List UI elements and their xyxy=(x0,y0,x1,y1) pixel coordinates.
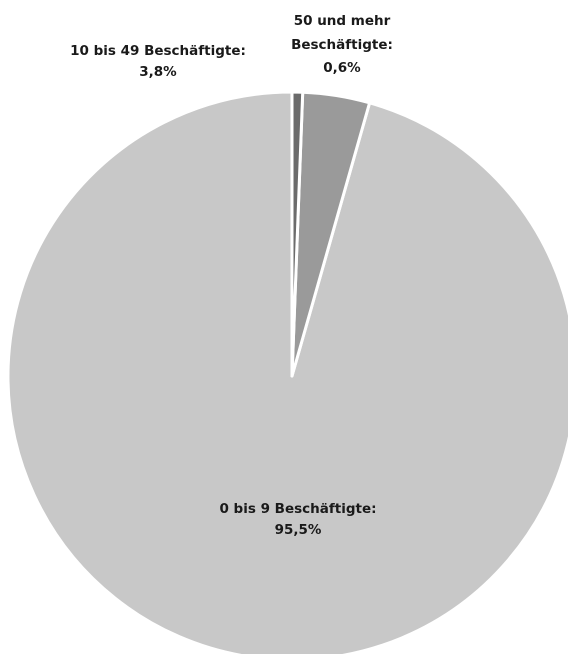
slice-value-large-firms: 0,6% xyxy=(323,60,361,76)
slice-label-medium-firms: 10 bis 49 Beschäftigte: xyxy=(70,43,246,59)
pie-slice-large-firms xyxy=(290,90,305,378)
slice-value-medium-firms: 3,8% xyxy=(139,64,177,80)
slice-label-large-firms-line2: Beschäftigte: xyxy=(291,37,393,53)
pie-slice-small-firms xyxy=(6,90,568,654)
slice-label-small-firms: 0 bis 9 Beschäftigte: xyxy=(219,501,376,517)
pie-slices xyxy=(6,90,568,654)
slice-label-large-firms-line1: 50 und mehr xyxy=(294,13,391,29)
slice-value-small-firms: 95,5% xyxy=(275,522,322,538)
